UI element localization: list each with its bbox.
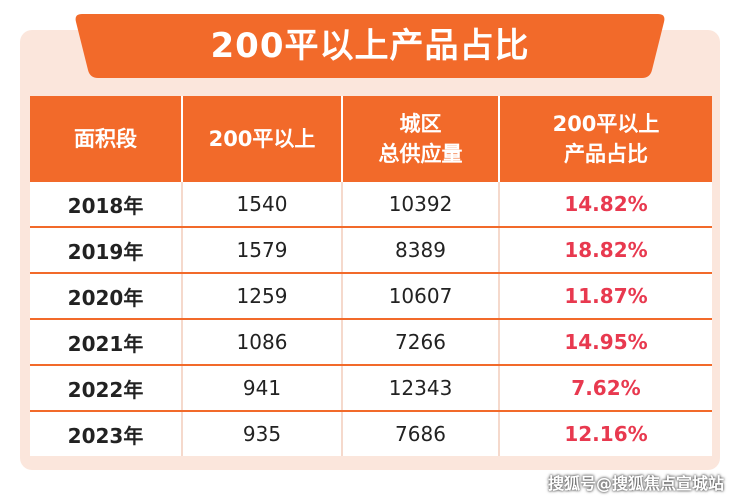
watermark: 搜狐号@搜狐焦点宣城站 bbox=[547, 474, 724, 493]
table-row: 2021年 1086 7266 14.95% bbox=[30, 319, 712, 366]
table-row: 2022年 941 12343 7.62% bbox=[30, 365, 712, 412]
cell-year: 2019年 bbox=[30, 227, 182, 274]
header-line: 面积段 bbox=[74, 127, 137, 151]
cell-total: 12343 bbox=[341, 365, 499, 412]
header-line: 总供应量 bbox=[378, 142, 463, 166]
cell-ratio: 14.95% bbox=[498, 319, 712, 366]
header-line: 城区 bbox=[399, 112, 442, 136]
cell-ratio: 11.87% bbox=[498, 273, 712, 320]
cell-over-200: 1259 bbox=[181, 273, 342, 320]
cell-over-200: 1540 bbox=[181, 182, 342, 228]
cell-over-200: 941 bbox=[181, 365, 342, 412]
table-row: 2019年 1579 8389 18.82% bbox=[30, 227, 712, 274]
cell-ratio: 12.16% bbox=[498, 411, 712, 456]
header-ratio: 200平以上 产品占比 bbox=[498, 96, 712, 182]
cell-over-200: 935 bbox=[181, 411, 342, 456]
banner-shape bbox=[75, 14, 665, 78]
cell-year: 2020年 bbox=[30, 273, 182, 320]
header-line: 产品占比 bbox=[564, 142, 648, 166]
header-line: 200平以上 bbox=[552, 112, 660, 136]
cell-over-200: 1086 bbox=[181, 319, 342, 366]
header-area-segment: 面积段 bbox=[30, 96, 182, 182]
page-title: 200平以上产品占比 bbox=[210, 26, 530, 66]
data-table: 面积段 200平以上 城区 总供应量 200平以上 产品占比 2018年 154… bbox=[30, 96, 712, 456]
cell-year: 2021年 bbox=[30, 319, 182, 366]
table-row: 2018年 1540 10392 14.82% bbox=[30, 182, 712, 228]
title-banner: 200平以上产品占比 bbox=[74, 14, 666, 78]
cell-total: 8389 bbox=[341, 227, 499, 274]
cell-year: 2018年 bbox=[30, 182, 182, 228]
cell-total: 10607 bbox=[341, 273, 499, 320]
cell-total: 7686 bbox=[341, 411, 499, 456]
cell-year: 2022年 bbox=[30, 365, 182, 412]
cell-ratio: 7.62% bbox=[498, 365, 712, 412]
header-over-200: 200平以上 bbox=[181, 96, 342, 182]
cell-total: 7266 bbox=[341, 319, 499, 366]
cell-ratio: 14.82% bbox=[498, 182, 712, 228]
table-row: 2023年 935 7686 12.16% bbox=[30, 411, 712, 456]
cell-year: 2023年 bbox=[30, 411, 182, 456]
header-row: 面积段 200平以上 城区 总供应量 200平以上 产品占比 bbox=[30, 96, 712, 182]
cell-ratio: 18.82% bbox=[498, 227, 712, 274]
header-line: 200平以上 bbox=[208, 127, 316, 151]
table-row: 2020年 1259 10607 11.87% bbox=[30, 273, 712, 320]
header-total-supply: 城区 总供应量 bbox=[341, 96, 499, 182]
cell-total: 10392 bbox=[341, 182, 499, 228]
cell-over-200: 1579 bbox=[181, 227, 342, 274]
